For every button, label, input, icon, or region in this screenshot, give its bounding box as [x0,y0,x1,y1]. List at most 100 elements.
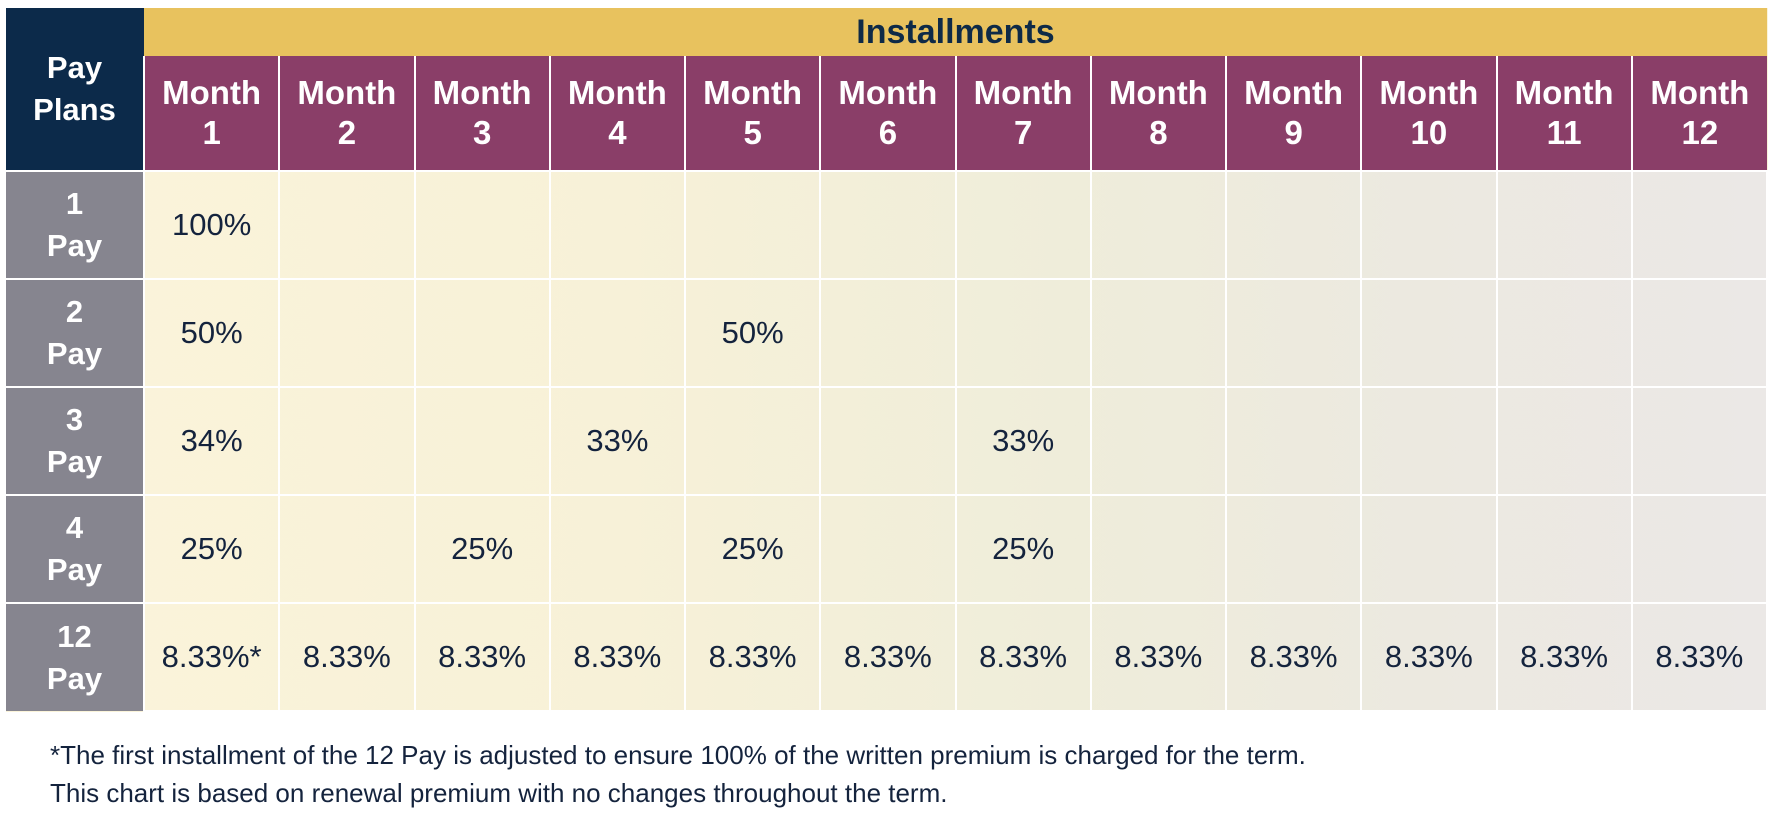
installment-cell: 8.33% [1630,602,1769,712]
installment-cell [954,170,1092,280]
installment-cell [819,386,957,496]
month-header-number: 11 [1546,114,1582,151]
pay-plan-label: 3 Pay [6,386,144,495]
installments-header: Installments [144,8,1767,56]
month-header-row: Month 1 Month 2 Month 3 Month 4 Month 5 Month 6 Mont… [6,56,1767,171]
installment-cell [1224,170,1363,280]
installment-cell [1089,278,1228,388]
installment-cell [1089,170,1228,280]
month-header-6: Month 6 [819,56,956,171]
month-header-label: Month [1650,74,1750,111]
installment-cell [1360,278,1498,388]
pay-plans-header-line1: Pay [46,50,103,85]
month-header-number: 5 [743,114,762,151]
installment-cell [1224,494,1363,604]
installment-cell [1630,278,1769,388]
installment-cell: 25% [413,494,551,604]
month-header-4: Month 4 [548,56,685,171]
installment-cell [413,278,551,388]
table-row: 12 Pay 8.33%* 8.33% 8.33% 8.33% 8.33% 8.33% 8.33… [6,602,1769,712]
installment-cell: 8.33% [278,602,416,712]
installment-cell [278,386,416,496]
pay-plan-label: 2 Pay [6,278,144,387]
installment-cell: 25% [954,494,1092,604]
pay-plans-header-line2: Plans [33,92,116,127]
footnote-renewal: This chart is based on renewal premium w… [50,778,948,808]
installment-cell [413,386,551,496]
month-header-label: Month [567,74,667,111]
installment-cell [1089,386,1228,496]
month-header-label: Month [1379,74,1479,111]
installment-cell [1224,278,1363,388]
month-header-label: Month [1514,74,1614,111]
month-header-number: 7 [1013,114,1033,151]
pay-plan-label: 1 Pay [6,170,144,279]
installment-cell [819,278,957,388]
installment-cell [1630,494,1769,604]
installment-cell [548,278,687,388]
month-header-3: Month 3 [413,56,550,171]
installment-cell: 8.33% [1495,602,1633,712]
table-row: 1 Pay 100% [6,170,1769,280]
installment-cell [1360,170,1498,280]
installment-cell [1360,386,1498,496]
installment-cell: 25% [142,494,281,604]
installment-cell: 8.33% [413,602,551,712]
installment-cell: 8.33% [1360,602,1498,712]
month-header-8: Month 8 [1089,56,1226,171]
pay-plan-count: 12 [57,618,92,654]
installment-cell: 34% [142,386,281,496]
pay-plan-count: 2 [65,294,84,329]
installment-cell [278,278,416,388]
installment-cell [954,278,1092,388]
pay-plans-table: Pay Plans Installments Month 1 Month 2 Month… [6,8,1769,712]
installment-cell [683,386,822,496]
month-header-number: 8 [1149,114,1168,151]
pay-plan-word: Pay [46,228,103,263]
installment-cell: 33% [548,386,687,496]
month-header-number: 9 [1284,114,1303,151]
pay-plans-header: Pay Plans [6,8,144,171]
installment-cell [278,494,416,604]
pay-plan-label: 4 Pay [6,494,144,603]
month-header-label: Month [1108,74,1208,111]
footnote-adjustment: *The first installment of the 12 Pay is … [50,740,1306,770]
pay-plan-word: Pay [46,336,103,371]
installment-cell: 8.33%* [142,602,281,712]
installment-cell [1630,170,1769,280]
installment-cell [278,170,416,280]
month-header-number: 12 [1681,114,1719,151]
month-header-11: Month 11 [1495,56,1632,171]
installment-cell: 25% [683,494,822,604]
installment-cell [548,494,687,604]
month-header-1: Month 1 [142,56,280,171]
pay-plan-word: Pay [46,444,103,479]
installment-cell: 8.33% [548,602,687,712]
installment-cell: 8.33% [683,602,822,712]
month-header-number: 10 [1410,114,1448,151]
installment-cell [819,170,957,280]
pay-plan-word: Pay [46,660,103,696]
installment-cell [1495,386,1633,496]
pay-plan-label: 12 Pay [6,602,144,711]
month-header-number: 6 [878,114,898,151]
month-header-9: Month 9 [1224,56,1362,171]
installment-cell: 50% [683,278,822,388]
installment-cell [1495,494,1633,604]
installment-cell: 8.33% [954,602,1092,712]
month-header-label: Month [162,74,262,111]
month-header-label: Month [432,74,532,111]
installment-cell [413,170,551,280]
installment-cell: 50% [142,278,281,388]
month-header-label: Month [297,74,397,111]
pay-plan-count: 4 [65,510,84,545]
month-header-number: 3 [472,114,492,151]
month-header-label: Month [838,74,938,111]
installment-cell [683,170,822,280]
installment-cell: 100% [142,170,281,280]
pay-plan-count: 3 [65,402,84,437]
month-header-label: Month [973,74,1073,111]
table-body: 1 Pay 100% 2 Pay 50% 50% 3 Pay 34% 33% 33% 4 Pay 25% 25… [6,170,1769,712]
installment-cell [1224,386,1363,496]
installment-cell [1495,278,1633,388]
